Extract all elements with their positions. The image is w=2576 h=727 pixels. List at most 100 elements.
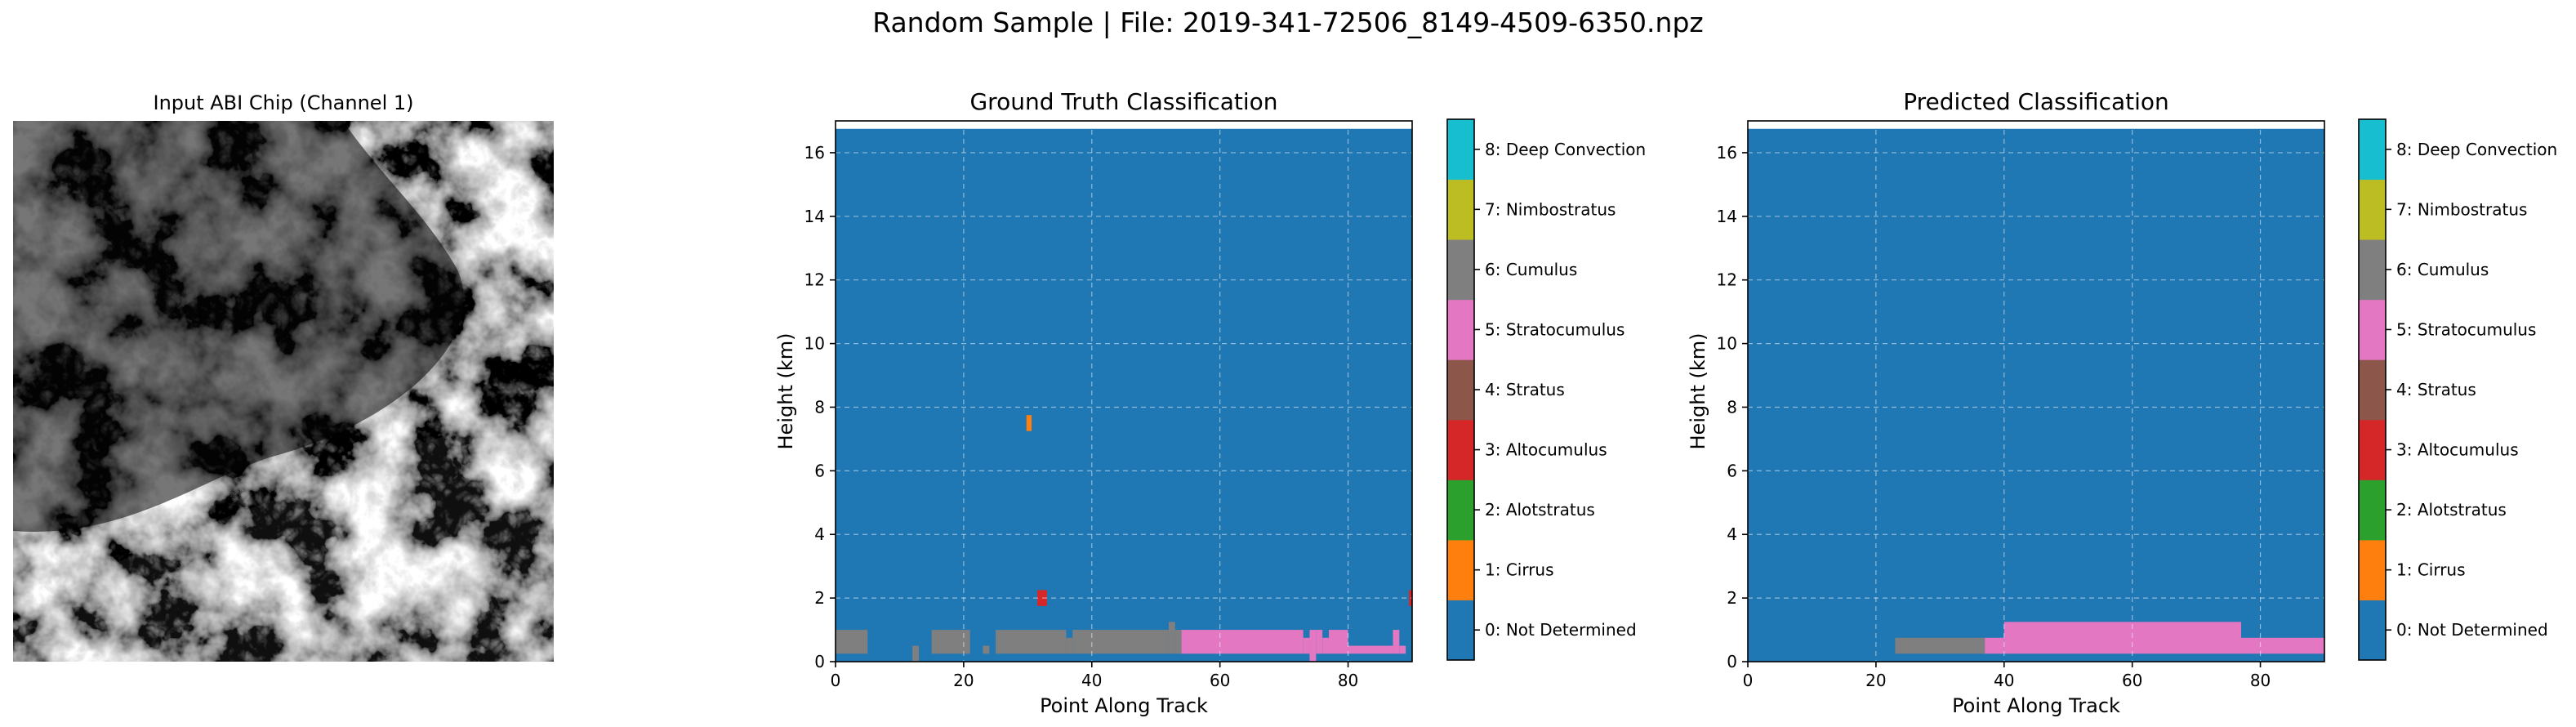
colorbar-swatch-2 [2359,479,2386,541]
class-cell-6 [996,630,1067,654]
class-cell-5 [1309,630,1317,662]
class-cell-5 [1985,637,2004,654]
image-panel-title: Input ABI Chip (Channel 1) [153,91,413,114]
class-cell-6 [1168,622,1175,654]
y-tick-label: 12 [804,270,825,290]
y-tick-label: 0 [1727,652,1737,671]
class-field-background [836,128,1412,662]
figure-title: Random Sample | File: 2019-341-72506_814… [872,7,1704,38]
colorbar-label: 5: Stratocumulus [1485,319,1624,339]
x-tick-label: 40 [1081,671,1102,690]
class-field-background [1748,128,2324,662]
x-tick-label: 20 [1865,671,1886,690]
class-cell-5 [1181,630,1304,654]
colorbar-swatch-1 [2359,539,2386,600]
axes-frame [1747,120,2325,662]
colorbar-label: 4: Stratus [2396,380,2476,399]
abi-chip-image [13,121,554,662]
colorbar-swatch-0 [2359,600,2386,661]
x-tick-label: 60 [2122,671,2142,690]
colorbar-label: 0: Not Determined [2396,620,2548,640]
class-cell-5 [1322,637,1330,654]
x-tick-label: 60 [1210,671,1230,690]
colorbar-label: 7: Nimbostratus [1485,199,1616,219]
y-tick-label: 8 [1727,397,1737,417]
colorbar-frame [1446,118,1475,661]
y-tick-label: 12 [1717,270,1737,290]
x-tick-label: 0 [831,671,841,690]
y-tick-label: 8 [814,397,825,417]
colorbar-swatch-6 [1447,239,1474,301]
y-axis-label: Height (km) [774,333,797,450]
colorbar-label: 4: Stratus [1485,380,1565,399]
x-tick-label: 20 [953,671,974,690]
class-cell-5 [2003,622,2242,654]
y-tick-label: 4 [1727,524,1737,544]
colorbar-swatch-7 [1447,179,1474,240]
colorbar-label: 3: Altocumulus [2396,440,2519,460]
class-cell-5 [1348,645,1393,654]
y-tick-label: 6 [1727,461,1737,480]
colorbar-swatch-6 [2359,239,2386,301]
x-tick-label: 80 [2250,671,2271,690]
colorbar-swatch-5 [2359,299,2386,360]
class-cell-6 [1895,637,1985,654]
colorbar-label: 7: Nimbostratus [2396,199,2527,219]
class-cell-6 [1174,630,1182,654]
colorbar-swatch-3 [1447,419,1474,480]
y-axis-label: Height (km) [1687,333,1709,450]
colorbar-label: 1: Cirrus [1485,560,1554,580]
y-tick-label: 10 [804,334,825,354]
x-axis-label: Point Along Track [1952,694,2120,717]
colorbar-swatch-8 [1447,119,1474,181]
colorbar-label: 6: Cumulus [2396,260,2489,279]
class-cell-6 [1066,637,1073,654]
x-tick-label: 80 [1338,671,1358,690]
ground-truth-chart: Ground Truth Classification 0 20 40 60 80 0 2 4 6… [774,88,1646,717]
class-cell-5 [1393,630,1400,654]
class-cell-5 [1316,630,1323,654]
colorbar-frame [2358,118,2387,661]
y-tick-label: 2 [814,588,825,608]
y-tick-label: 2 [1727,588,1737,608]
colorbar-label: 1: Cirrus [2396,560,2466,580]
colorbar-swatch-4 [2359,359,2386,421]
x-axis-label: Point Along Track [1040,694,1208,717]
x-tick-label: 40 [1994,671,2014,690]
class-cell-1 [1026,415,1032,431]
abi-image-panel: Input ABI Chip (Channel 1) [13,91,554,662]
colorbar-swatch-8 [2359,119,2386,181]
y-tick-label: 4 [814,524,825,544]
colorbar-swatch-2 [1447,479,1474,541]
colorbar-label: 8: Deep Convection [1485,140,1646,159]
y-tick-label: 16 [1717,143,1737,163]
class-cell-6 [836,630,868,654]
class-cell-5 [1329,630,1348,654]
y-tick-label: 10 [1717,334,1737,354]
colorbar-label: 8: Deep Convection [2396,140,2557,159]
colorbar-swatch-1 [1447,539,1474,600]
class-cell-5 [1399,645,1406,654]
y-tick-label: 16 [804,143,825,163]
colorbar-label: 0: Not Determined [1485,620,1637,640]
colorbar-label: 2: Alotstratus [1485,500,1595,520]
colorbar-swatch-7 [2359,179,2386,240]
colorbar-label: 6: Cumulus [1485,260,1577,279]
x-tick-label: 0 [1743,671,1754,690]
colorbar-swatch-3 [2359,419,2386,480]
colorbar-swatch-5 [1447,299,1474,360]
class-cell-3 [1037,590,1047,606]
axes-frame [835,120,1413,662]
colorbar-swatch-4 [1447,359,1474,421]
colorbar-label: 2: Alotstratus [2396,500,2507,520]
y-tick-label: 14 [1717,207,1737,226]
class-cell-6 [912,645,919,662]
chart-title: Predicted Classification [1903,88,2169,115]
y-tick-label: 0 [814,652,825,671]
class-cell-6 [931,630,970,654]
colorbar-label: 3: Altocumulus [1485,440,1607,460]
class-cell-5 [2241,637,2324,654]
predicted-chart: Predicted Classification 0 20 40 60 80 0 2 4 6 8 10… [1687,88,2557,717]
class-cell-6 [983,645,990,654]
